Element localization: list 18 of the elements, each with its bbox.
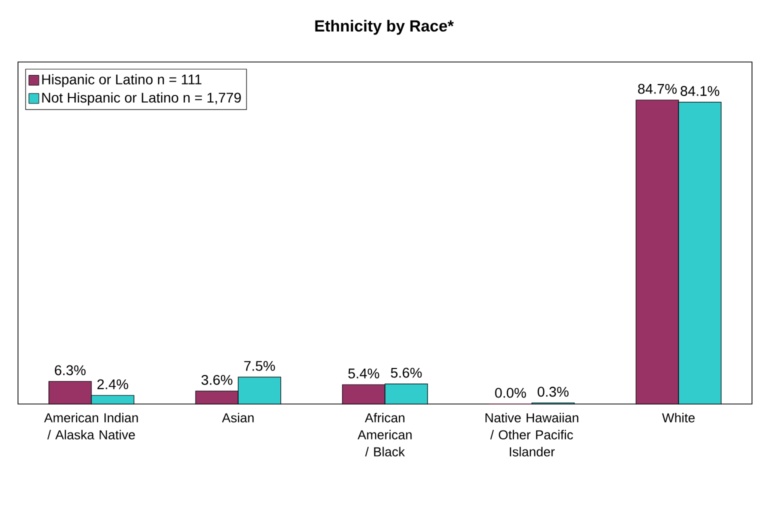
data-label: 7.5% [244,361,275,371]
data-label: 2.4% [97,379,128,390]
x-tick-label: White [662,412,695,422]
legend-label: Not Hispanic or Latino n = 1,779 [42,92,241,106]
data-label: 84.1% [680,86,720,96]
data-label: 6.3% [54,365,86,376]
chart-title: Ethnicity by Race* [315,20,454,35]
data-label: 0.3% [538,386,569,397]
x-tick-label: Native Hawaiian / Other Pacific Islander [486,412,578,456]
data-label: 3.6% [201,374,232,385]
data-label: 0.0% [495,388,526,398]
x-tick-label: American Indian / Alaska Native [44,412,138,440]
x-tick-label: Asian [222,412,254,422]
data-label: 5.4% [348,368,380,378]
legend-label: Hispanic or Latino n = 111 [42,74,202,88]
x-tick-label: African American / Black [358,412,412,456]
data-label: 84.7% [638,84,677,94]
data-label: 5.6% [390,368,422,378]
